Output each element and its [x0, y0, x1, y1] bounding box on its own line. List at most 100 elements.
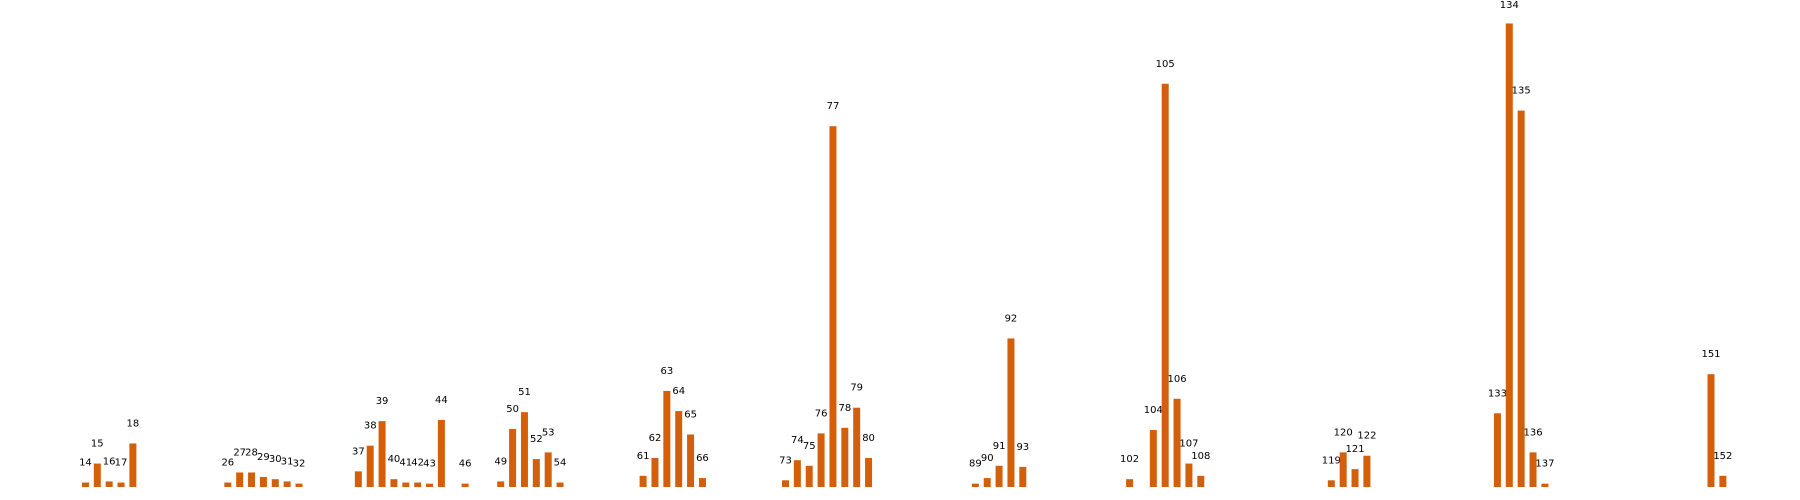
bar [544, 452, 552, 487]
bar-label: 54 [554, 458, 567, 469]
bar [1126, 479, 1134, 487]
bar [983, 478, 991, 487]
bar-label: 89 [969, 459, 982, 470]
bar [639, 475, 647, 487]
bar-label: 102 [1120, 454, 1139, 465]
bar [366, 445, 374, 487]
bar-label: 121 [1345, 444, 1364, 455]
bar-label: 105 [1156, 59, 1175, 70]
bar [1161, 83, 1169, 487]
bar-label: 30 [269, 454, 282, 465]
bar-label: 42 [411, 458, 424, 469]
bar [781, 480, 789, 487]
bar-label: 151 [1701, 349, 1720, 360]
bar-label: 104 [1144, 405, 1163, 416]
bar [651, 457, 659, 487]
bar [402, 482, 410, 487]
bar [1019, 466, 1027, 487]
bar-label: 135 [1512, 86, 1531, 97]
bar [1327, 480, 1335, 487]
bar [805, 465, 813, 487]
bar-label: 28 [245, 447, 258, 458]
bar [829, 126, 837, 487]
bar [1339, 452, 1347, 487]
bar-label: 77 [827, 101, 840, 112]
bar-label: 43 [423, 459, 436, 470]
bar-label: 39 [376, 396, 389, 407]
bar [1197, 475, 1205, 487]
bar [1529, 452, 1537, 487]
bar [414, 482, 422, 487]
bar-label: 62 [649, 433, 662, 444]
bar [1363, 455, 1371, 487]
bar-label: 49 [494, 456, 507, 467]
bar-label: 120 [1334, 427, 1353, 438]
bar [865, 457, 873, 487]
bar [556, 482, 564, 487]
bar-label: 27 [233, 447, 246, 458]
bar-label: 79 [850, 383, 863, 394]
bar-label: 93 [1016, 442, 1029, 453]
bar [520, 412, 528, 487]
bar-label: 108 [1191, 451, 1210, 462]
bar-label: 136 [1523, 427, 1542, 438]
bar-label: 106 [1168, 374, 1187, 385]
bar [971, 483, 979, 487]
bar [793, 460, 801, 487]
bar [259, 476, 267, 487]
bar-label: 32 [293, 459, 306, 470]
bar-label: 66 [696, 453, 709, 464]
bar [390, 479, 398, 487]
bar-label: 73 [779, 455, 792, 466]
bar [105, 481, 113, 487]
bar [283, 481, 291, 487]
bar-label: 80 [862, 433, 875, 444]
bar [853, 407, 861, 487]
bar [236, 472, 244, 487]
bar [1351, 469, 1359, 487]
bar [295, 483, 303, 487]
bar [698, 478, 706, 487]
bar [1541, 483, 1549, 487]
bar-label: 64 [672, 386, 685, 397]
bar [663, 390, 671, 487]
bar [437, 419, 445, 487]
bar-label: 26 [221, 458, 234, 469]
bar [1493, 413, 1501, 487]
bar-label: 15 [91, 439, 104, 450]
bar [1173, 398, 1181, 487]
bar-label: 18 [127, 418, 140, 429]
bar-label: 61 [637, 451, 650, 462]
bar [1517, 110, 1525, 488]
bar [378, 421, 386, 487]
bar [1505, 23, 1513, 488]
bar [1185, 463, 1193, 487]
bar [1149, 430, 1157, 487]
bar-label: 44 [435, 395, 448, 406]
bar-label: 14 [79, 458, 92, 469]
bar-label: 91 [993, 441, 1006, 452]
bar-label: 63 [660, 366, 673, 377]
bar-label: 133 [1488, 388, 1507, 399]
bar [509, 428, 517, 487]
bar-label: 17 [115, 458, 128, 469]
bar-label: 75 [803, 441, 816, 452]
bar-label: 50 [506, 404, 519, 415]
bar [224, 482, 232, 487]
bar [81, 482, 89, 487]
bar-label: 46 [459, 459, 472, 470]
bar-label: 119 [1322, 455, 1341, 466]
bar [1707, 374, 1715, 487]
bar [995, 465, 1003, 487]
bar [687, 434, 695, 487]
bar-label: 29 [257, 452, 270, 463]
bar [497, 481, 505, 487]
bar-label: 52 [530, 434, 543, 445]
bar-label: 74 [791, 435, 804, 446]
bar [426, 483, 434, 487]
bar-label: 122 [1357, 431, 1376, 442]
bar [841, 427, 849, 487]
bar-label: 137 [1535, 459, 1554, 470]
bar [354, 471, 362, 487]
